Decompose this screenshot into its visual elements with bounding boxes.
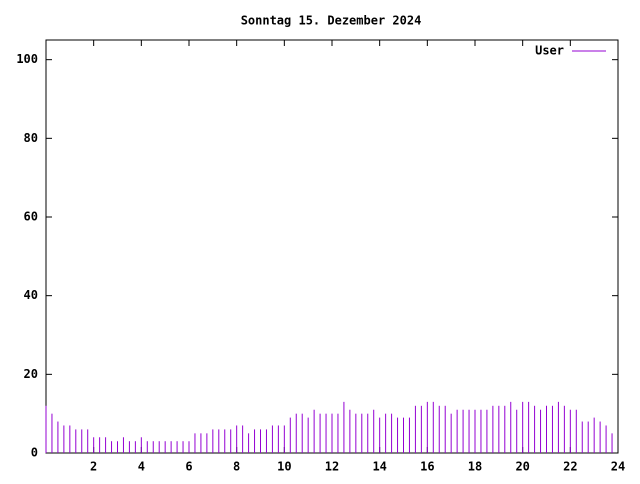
x-tick-label: 6 xyxy=(185,460,192,474)
x-tick-label: 8 xyxy=(233,460,240,474)
y-tick-label: 0 xyxy=(31,446,38,460)
y-tick-label: 100 xyxy=(16,52,38,66)
y-tick-label: 60 xyxy=(24,210,38,224)
y-tick-label: 20 xyxy=(24,367,38,381)
y-tick-label: 40 xyxy=(24,288,38,302)
chart-title: Sonntag 15. Dezember 2024 xyxy=(241,14,422,28)
x-tick-label: 22 xyxy=(563,460,577,474)
x-tick-label: 14 xyxy=(372,460,386,474)
x-tick-label: 2 xyxy=(90,460,97,474)
plot-frame xyxy=(45,39,619,454)
x-tick-label: 18 xyxy=(468,460,482,474)
y-tick-label: 80 xyxy=(24,131,38,145)
x-tick-label: 12 xyxy=(325,460,339,474)
x-tick-label: 16 xyxy=(420,460,434,474)
legend-label: User xyxy=(535,44,564,58)
x-tick-label: 10 xyxy=(277,460,291,474)
x-tick-label: 4 xyxy=(138,460,145,474)
x-tick-label: 20 xyxy=(515,460,529,474)
x-tick-label: 24 xyxy=(611,460,625,474)
